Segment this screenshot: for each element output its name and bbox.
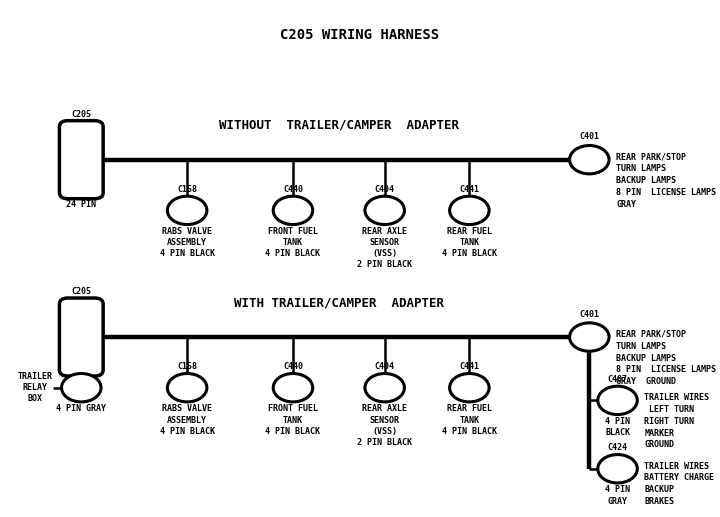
Text: TRAILER WIRES
BATTERY CHARGE
BACKUP
BRAKES: TRAILER WIRES BATTERY CHARGE BACKUP BRAK… [644, 462, 714, 506]
Circle shape [598, 386, 637, 415]
Text: TRAILER WIRES
 LEFT TURN
RIGHT TURN
MARKER
GROUND: TRAILER WIRES LEFT TURN RIGHT TURN MARKE… [644, 393, 709, 449]
Text: 4 PIN GRAY: 4 PIN GRAY [56, 404, 107, 414]
Text: C401: C401 [580, 132, 599, 142]
Text: FRONT FUEL
TANK
4 PIN BLACK: FRONT FUEL TANK 4 PIN BLACK [266, 227, 320, 258]
Circle shape [570, 145, 609, 174]
Circle shape [365, 373, 405, 402]
Text: REAR PARK/STOP
TURN LAMPS
BACKUP LAMPS
8 PIN  LICENSE LAMPS
GRAY  GROUND: REAR PARK/STOP TURN LAMPS BACKUP LAMPS 8… [616, 330, 716, 386]
Text: REAR FUEL
TANK
4 PIN BLACK: REAR FUEL TANK 4 PIN BLACK [442, 227, 497, 258]
Text: REAR AXLE
SENSOR
(VSS)
2 PIN BLACK: REAR AXLE SENSOR (VSS) 2 PIN BLACK [357, 227, 412, 269]
Text: C440: C440 [283, 362, 303, 371]
Circle shape [365, 196, 405, 224]
Text: C404: C404 [374, 185, 395, 194]
Circle shape [449, 373, 489, 402]
Text: C205: C205 [71, 110, 91, 119]
Text: C158: C158 [177, 185, 197, 194]
Text: C407: C407 [608, 375, 628, 384]
Text: 24 PIN: 24 PIN [66, 200, 96, 209]
Circle shape [273, 196, 312, 224]
Text: RABS VALVE
ASSEMBLY
4 PIN BLACK: RABS VALVE ASSEMBLY 4 PIN BLACK [160, 227, 215, 258]
FancyBboxPatch shape [60, 298, 103, 376]
Text: C440: C440 [283, 185, 303, 194]
Text: REAR FUEL
TANK
4 PIN BLACK: REAR FUEL TANK 4 PIN BLACK [442, 404, 497, 436]
Text: C441: C441 [459, 185, 480, 194]
Text: REAR AXLE
SENSOR
(VSS)
2 PIN BLACK: REAR AXLE SENSOR (VSS) 2 PIN BLACK [357, 404, 412, 447]
Text: TRAILER
RELAY
BOX: TRAILER RELAY BOX [18, 372, 53, 403]
Text: REAR PARK/STOP
TURN LAMPS
BACKUP LAMPS
8 PIN  LICENSE LAMPS
GRAY: REAR PARK/STOP TURN LAMPS BACKUP LAMPS 8… [616, 153, 716, 209]
Text: C205: C205 [71, 287, 91, 297]
Circle shape [273, 373, 312, 402]
Text: 24 PIN: 24 PIN [66, 377, 96, 387]
Text: C404: C404 [374, 362, 395, 371]
Text: 4 PIN
GRAY: 4 PIN GRAY [605, 485, 630, 506]
Text: 4 PIN
BLACK: 4 PIN BLACK [605, 417, 630, 437]
Circle shape [570, 323, 609, 351]
Text: WITH TRAILER/CAMPER  ADAPTER: WITH TRAILER/CAMPER ADAPTER [234, 296, 444, 309]
Text: C424: C424 [608, 443, 628, 452]
Text: C149: C149 [71, 362, 91, 371]
Circle shape [449, 196, 489, 224]
Circle shape [61, 373, 101, 402]
Text: C158: C158 [177, 362, 197, 371]
Text: C205 WIRING HARNESS: C205 WIRING HARNESS [280, 28, 440, 42]
Circle shape [167, 196, 207, 224]
FancyBboxPatch shape [60, 120, 103, 199]
Text: WITHOUT  TRAILER/CAMPER  ADAPTER: WITHOUT TRAILER/CAMPER ADAPTER [219, 119, 459, 132]
Text: C441: C441 [459, 362, 480, 371]
Circle shape [167, 373, 207, 402]
Text: FRONT FUEL
TANK
4 PIN BLACK: FRONT FUEL TANK 4 PIN BLACK [266, 404, 320, 436]
Circle shape [598, 454, 637, 483]
Text: RABS VALVE
ASSEMBLY
4 PIN BLACK: RABS VALVE ASSEMBLY 4 PIN BLACK [160, 404, 215, 436]
Text: C401: C401 [580, 310, 599, 319]
